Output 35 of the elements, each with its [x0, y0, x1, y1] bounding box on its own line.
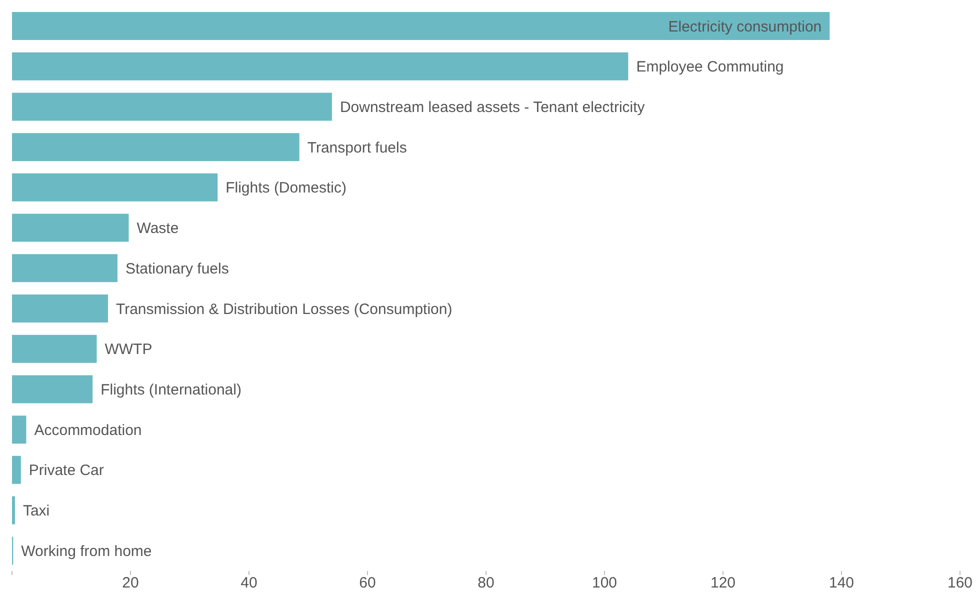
y-tick-label: Working from home: [21, 542, 152, 560]
x-tick-label: 140: [828, 574, 854, 592]
y-tick-label: Transmission & Distribution Losses (Consumption): [116, 300, 452, 318]
y-tick-label: Accommodation: [34, 422, 142, 439]
bar: [12, 294, 108, 322]
y-tick-label: Downstream leased assets - Tenant electricity: [340, 98, 646, 116]
bar: [12, 456, 21, 484]
y-tick-label: WWTP: [104, 341, 152, 358]
bar: [12, 254, 118, 282]
x-tick-label: 80: [478, 574, 494, 592]
bar: [12, 334, 97, 363]
bar: [12, 375, 93, 404]
x-tick-label: 120: [710, 574, 736, 592]
bar: [12, 52, 628, 80]
y-tick-label: Transport fuels: [307, 139, 407, 156]
bar: [12, 12, 830, 40]
y-tick-label: Flights (International): [100, 381, 242, 398]
bar: [12, 133, 300, 162]
y-tick-label: Flights (Domestic): [226, 180, 346, 197]
y-tick-label: Waste: [136, 220, 179, 238]
x-tick-label: 160: [947, 574, 973, 592]
y-tick-label: Taxi: [22, 502, 50, 520]
bar: [12, 173, 218, 202]
x-tick-label: 60: [359, 574, 376, 592]
bar: [12, 92, 332, 121]
x-tick-label: 40: [240, 574, 258, 592]
x-tick-label: 20: [122, 574, 139, 592]
y-tick-label: Electricity consumption: [668, 18, 822, 36]
bar: [12, 496, 15, 524]
y-tick-label: Employee Commuting: [636, 58, 784, 76]
bar: [12, 214, 129, 242]
bar: [12, 416, 26, 444]
y-tick-label: Private Car: [28, 462, 104, 480]
y-tick-label: Stationary fuels: [125, 260, 229, 278]
x-tick-label: 100: [592, 574, 618, 592]
